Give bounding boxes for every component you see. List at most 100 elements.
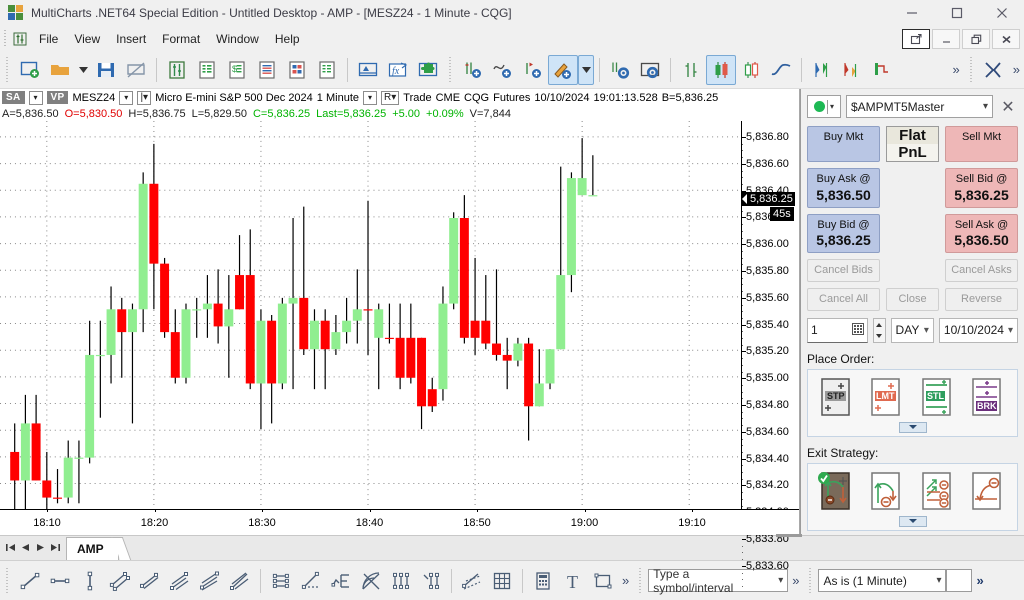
open-dropdown-caret[interactable] bbox=[75, 55, 91, 85]
time-axis[interactable]: 18:10 18:20 18:30 18:40 18:50 19:00 19:10 bbox=[0, 509, 799, 535]
angle-tool-icon[interactable] bbox=[296, 566, 326, 596]
insert-function-icon[interactable]: fx bbox=[383, 55, 413, 85]
new-order-report-icon[interactable] bbox=[252, 55, 282, 85]
text-tool-icon[interactable]: T bbox=[558, 566, 588, 596]
new-market-depth-icon[interactable]: $ bbox=[222, 55, 252, 85]
new-scanner-icon[interactable] bbox=[312, 55, 342, 85]
toolbar-overflow-button[interactable]: » bbox=[952, 62, 960, 77]
exit-strategy-more-button[interactable] bbox=[898, 515, 927, 527]
chart-canvas[interactable] bbox=[0, 121, 741, 509]
close-panel-button[interactable]: ✕ bbox=[1001, 98, 1015, 116]
reverse-position-button[interactable]: Reverse bbox=[945, 288, 1018, 311]
connection-dropdown-caret[interactable]: ▾ bbox=[829, 102, 834, 111]
interval-dropdown-caret[interactable]: ▾ bbox=[363, 90, 377, 105]
drawing-toolbar-grip[interactable] bbox=[3, 567, 12, 594]
fibonacci-retracement-icon[interactable] bbox=[165, 566, 195, 596]
trend-line-icon[interactable] bbox=[15, 566, 45, 596]
window-maximize-button[interactable] bbox=[934, 0, 979, 27]
close-toolbar-icon[interactable] bbox=[979, 55, 1009, 85]
stp-order-icon[interactable]: STP bbox=[815, 375, 859, 421]
candle-style-3-icon[interactable] bbox=[867, 55, 897, 85]
sell-ask-button[interactable]: Sell Ask @ 5,836.50 bbox=[945, 213, 1018, 254]
calculator-keypad-icon[interactable] bbox=[852, 322, 865, 338]
window-minimize-button[interactable] bbox=[889, 0, 934, 27]
candlestick-chart-icon[interactable] bbox=[706, 54, 736, 85]
toolbar-grip-1[interactable] bbox=[3, 56, 12, 83]
trailing-stop-icon[interactable] bbox=[865, 469, 909, 515]
cancel-asks-button[interactable]: Cancel Asks bbox=[945, 259, 1018, 283]
calculator-icon[interactable] bbox=[528, 566, 558, 596]
price-axis[interactable]: 5,836.80 5,836.60 5,836.40 5,836.20 5,836.00… bbox=[741, 121, 799, 587]
vp-badge[interactable]: VP bbox=[46, 91, 69, 104]
time-in-force-select[interactable]: DAY ▾ bbox=[890, 317, 934, 343]
format-window-icon[interactable] bbox=[635, 55, 665, 85]
brk-order-icon[interactable]: BRK bbox=[966, 375, 1010, 421]
new-quote-page-icon[interactable] bbox=[192, 55, 222, 85]
elliott-wave-icon[interactable] bbox=[326, 566, 356, 596]
candle-style-2-icon[interactable] bbox=[837, 55, 867, 85]
symbol-toolbar-grip[interactable] bbox=[636, 567, 646, 594]
chart-plot-area[interactable]: 5,836.80 5,836.60 5,836.40 5,836.20 5,836.00… bbox=[0, 121, 799, 587]
window-close-button[interactable] bbox=[979, 0, 1024, 27]
stl-order-icon[interactable]: STL bbox=[916, 375, 960, 421]
fibonacci-fan-icon[interactable] bbox=[195, 566, 225, 596]
sa-badge[interactable]: SA bbox=[2, 91, 25, 104]
drawing-overflow-button[interactable]: » bbox=[622, 573, 630, 588]
quantity-stepper[interactable] bbox=[873, 317, 886, 343]
new-chart-window-icon[interactable] bbox=[162, 55, 192, 85]
cancel-all-button[interactable]: Cancel All bbox=[807, 288, 880, 311]
andrews-pitchfork-icon[interactable] bbox=[457, 566, 487, 596]
quantity-input[interactable]: 1 bbox=[807, 317, 869, 343]
bar-chart-icon[interactable] bbox=[676, 55, 706, 85]
menu-item-format[interactable]: Format bbox=[162, 32, 201, 46]
last-chart-icon[interactable] bbox=[48, 538, 63, 558]
vertical-line-icon[interactable] bbox=[75, 566, 105, 596]
gann-fan-icon[interactable] bbox=[356, 566, 386, 596]
breakeven-stop-icon[interactable] bbox=[815, 469, 859, 515]
fibonacci-time-icon[interactable] bbox=[386, 566, 416, 596]
place-order-more-button[interactable] bbox=[898, 421, 927, 433]
fibonacci-arc-icon[interactable] bbox=[225, 566, 255, 596]
new-portfolio-icon[interactable] bbox=[282, 55, 312, 85]
mdi-minimize-button[interactable] bbox=[932, 29, 960, 49]
interval-select[interactable]: As is (1 Minute) ▾ bbox=[818, 569, 947, 592]
rectangle-icon[interactable] bbox=[588, 566, 618, 596]
drawing-tools-icon[interactable] bbox=[548, 54, 578, 85]
menu-item-help[interactable]: Help bbox=[274, 32, 300, 46]
buy-ask-button[interactable]: Buy Ask @ 5,836.50 bbox=[807, 168, 880, 208]
chart-horizontal-scroll-thumb[interactable] bbox=[776, 534, 802, 537]
menu-drag-grip[interactable] bbox=[2, 30, 9, 48]
open-folder-icon[interactable] bbox=[45, 55, 75, 85]
cancel-bids-button[interactable]: Cancel Bids bbox=[807, 259, 880, 283]
sell-bid-button[interactable]: Sell Bid @ 5,836.25 bbox=[945, 168, 1018, 208]
toolbar-overflow-button-2[interactable]: » bbox=[1012, 62, 1020, 77]
hollow-candle-icon[interactable] bbox=[736, 55, 766, 85]
line-chart-icon[interactable] bbox=[766, 55, 796, 85]
menu-item-insert[interactable]: Insert bbox=[116, 32, 147, 46]
cycle-lines-icon[interactable] bbox=[416, 566, 446, 596]
lmt-order-icon[interactable]: LMT bbox=[865, 375, 909, 421]
order-date-select[interactable]: 10/10/2024 ▾ bbox=[938, 317, 1018, 343]
toolbar-grip-3[interactable] bbox=[966, 56, 976, 83]
grid-icon[interactable] bbox=[487, 566, 517, 596]
save-icon[interactable] bbox=[91, 55, 121, 85]
bottom-overflow-button[interactable]: » bbox=[976, 573, 984, 588]
menu-item-file[interactable]: File bbox=[39, 32, 59, 46]
mdi-close-button[interactable] bbox=[992, 29, 1020, 49]
scale-out-icon[interactable] bbox=[916, 469, 960, 515]
insert-strategy-icon[interactable] bbox=[518, 55, 548, 85]
symbol-overflow-button[interactable]: » bbox=[792, 573, 800, 588]
workspace-tab-amp[interactable]: AMP bbox=[66, 537, 119, 560]
menu-item-window[interactable]: Window bbox=[216, 32, 259, 46]
stop-loss-icon[interactable] bbox=[966, 469, 1010, 515]
insert-indicator-icon[interactable] bbox=[458, 55, 488, 85]
symbol-dropdown-caret[interactable]: ▾ bbox=[119, 90, 134, 105]
menu-item-view[interactable]: View bbox=[74, 32, 101, 46]
buy-bid-button[interactable]: Buy Bid @ 5,836.25 bbox=[807, 213, 880, 254]
toolbar-grip-2[interactable] bbox=[446, 56, 455, 83]
interval-toolbar-grip[interactable] bbox=[806, 567, 816, 594]
chart-menu-icon[interactable] bbox=[9, 29, 31, 49]
sa-dropdown-caret[interactable]: ▾ bbox=[28, 90, 43, 105]
close-position-button[interactable]: Close bbox=[886, 288, 939, 311]
drawing-tools-caret[interactable] bbox=[578, 54, 594, 85]
